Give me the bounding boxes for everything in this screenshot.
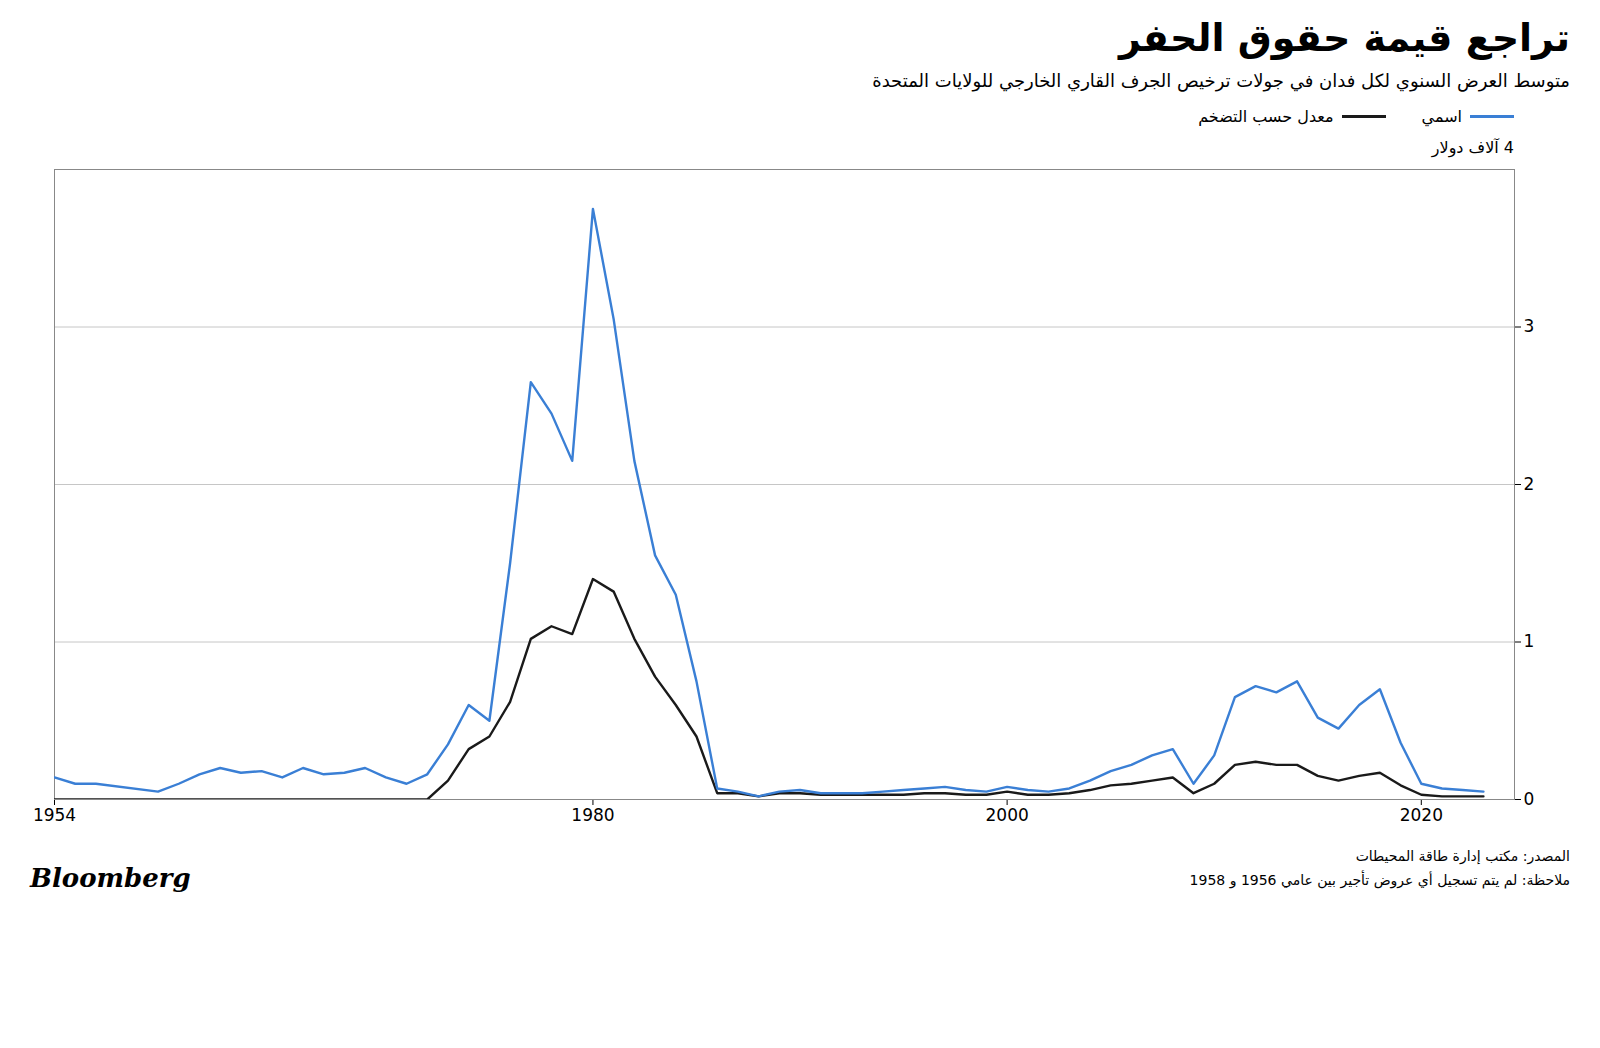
html-text:Bloomberg: Bloomberg (30, 862, 191, 893)
html-text:4 آلاف دولار: 4 آلاف دولار (1431, 138, 1514, 157)
svg-text:1980: 1980 (571, 805, 614, 825)
svg-text:0: 0 (1524, 789, 1535, 809)
html-text:المصدر: مكتب إدارة طاقة المحيط: المصدر: مكتب إدارة طاقة المحيطات (1355, 848, 1570, 864)
html-text:متوسط العرض السنوي لكل فدان في: متوسط العرض السنوي لكل فدان في جولات ترخ… (872, 70, 1570, 91)
html-text:اسمي: اسمي (1421, 107, 1462, 126)
svg-text:2: 2 (1524, 474, 1535, 494)
svg-text:1954: 1954 (33, 805, 76, 825)
html-text:معدل حسب التضخم: معدل حسب التضخم (1198, 107, 1334, 126)
svg-text:2000: 2000 (985, 805, 1028, 825)
svg-text:1: 1 (1524, 631, 1535, 651)
svg-text:2020: 2020 (1400, 805, 1443, 825)
svg-text:3: 3 (1524, 316, 1535, 336)
html-text:تراجع قيمة حقوق الحفر: تراجع قيمة حقوق الحفر (1118, 16, 1570, 60)
html-text:ملاحظة: لم يتم تسجيل أي عروض ت: ملاحظة: لم يتم تسجيل أي عروض تأجير بين ع… (1189, 871, 1570, 888)
